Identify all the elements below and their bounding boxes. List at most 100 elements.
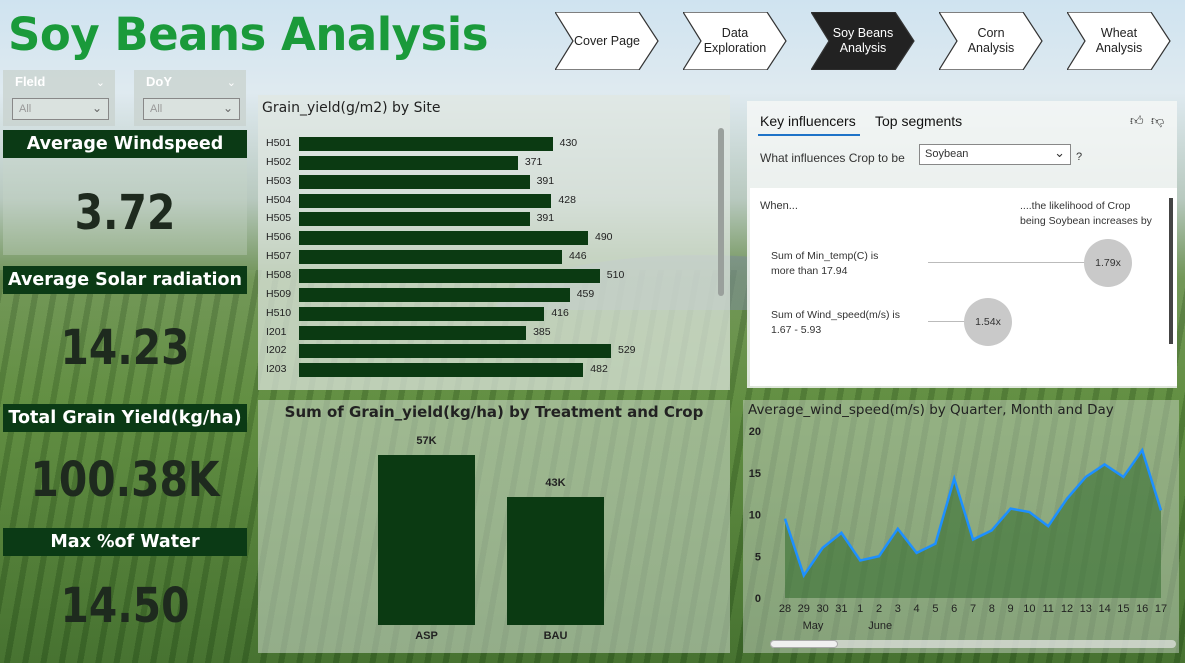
- site-bar[interactable]: [299, 325, 527, 340]
- site-tick-label: I203: [266, 363, 287, 376]
- chevron-down-icon[interactable]: ⌄: [95, 76, 105, 89]
- field-slicer-value: All: [19, 103, 32, 115]
- doy-slicer[interactable]: DoY ⌄ All ⌄: [134, 70, 246, 126]
- site-bar-row[interactable]: I202 529: [266, 344, 686, 359]
- influencer-factor-bubble[interactable]: 1.79x: [1084, 239, 1132, 287]
- nav-label: Soy Beans Analysis: [832, 26, 894, 55]
- nav-wheat-analysis[interactable]: Wheat Analysis: [1067, 12, 1171, 70]
- site-tick-label: H505: [266, 212, 292, 225]
- treatment-tick-label: BAU: [543, 630, 568, 642]
- site-bar[interactable]: [299, 231, 588, 246]
- site-bar-row[interactable]: H504 428: [266, 193, 686, 208]
- kpi-water-label: Max %of Water: [3, 528, 247, 556]
- site-bar-row[interactable]: H507 446: [266, 250, 686, 265]
- site-tick-label: H506: [266, 231, 292, 244]
- nav-cover-page[interactable]: Cover Page: [555, 12, 659, 70]
- field-slicer[interactable]: Fleld ⌄ All ⌄: [3, 70, 115, 126]
- influencer-factor-bubble[interactable]: 1.54x: [964, 298, 1012, 346]
- site-bar[interactable]: [299, 174, 530, 189]
- site-bar[interactable]: [299, 363, 584, 378]
- doy-slicer-dropdown[interactable]: All ⌄: [143, 98, 240, 120]
- kpi-grain-label: Total Grain Yield(kg/ha): [3, 404, 247, 432]
- site-bar[interactable]: [299, 212, 530, 227]
- active-tab-underline: [758, 134, 860, 136]
- site-bar[interactable]: [299, 268, 600, 283]
- site-tick-label: I201: [266, 325, 287, 338]
- doy-slicer-label: DoY: [146, 74, 172, 89]
- page-title: Soy Beans Analysis: [8, 8, 488, 61]
- nav-label: Wheat Analysis: [1095, 26, 1143, 55]
- influencer-connector: [928, 321, 966, 322]
- likelihood-label: ....the likelihood of Crop: [1020, 200, 1131, 212]
- site-bar-value-label: 529: [618, 344, 636, 357]
- likelihood-label: being Soybean increases by: [1020, 215, 1152, 227]
- site-bar-value-label: 428: [558, 193, 576, 206]
- site-bar-value-label: 391: [536, 212, 555, 225]
- kpi-solar-value: 14.23: [60, 320, 190, 376]
- nav-soy-beans-analysis[interactable]: Soy Beans Analysis: [811, 12, 915, 70]
- site-chart-scrollbar[interactable]: [718, 128, 724, 296]
- site-bar-value-label: 490: [594, 231, 613, 244]
- site-tick-label: H503: [266, 174, 292, 187]
- site-bar-row[interactable]: H503 391: [266, 174, 686, 189]
- site-bar-row[interactable]: I203 482: [266, 363, 686, 378]
- question-mark: ?: [1076, 151, 1083, 163]
- nav-data-exploration[interactable]: Data Exploration: [683, 12, 787, 70]
- site-bar-row[interactable]: I201 385: [266, 325, 686, 340]
- wind-chart-panel[interactable]: [743, 400, 1179, 653]
- kpi-grain-value: 100.38K: [30, 452, 220, 508]
- site-tick-label: H509: [266, 287, 292, 300]
- site-bar[interactable]: [299, 155, 518, 170]
- site-bar-value-label: 391: [536, 174, 555, 187]
- treatment-bar[interactable]: [507, 496, 604, 625]
- influencer-list: [750, 188, 1177, 386]
- site-tick-label: H510: [266, 306, 292, 319]
- site-bar[interactable]: [299, 344, 611, 359]
- chevron-down-icon[interactable]: ⌄: [226, 76, 236, 89]
- chevron-down-icon: ⌄: [1054, 145, 1065, 160]
- site-bar-row[interactable]: H501 430: [266, 137, 686, 151]
- nav-corn-analysis[interactable]: Corn Analysis: [939, 12, 1043, 70]
- site-bar[interactable]: [299, 306, 545, 321]
- site-bar-row[interactable]: H508 510: [266, 268, 686, 283]
- kpi-windspeed-value: 3.72: [74, 185, 176, 241]
- site-bar-row[interactable]: H506 490: [266, 231, 686, 246]
- site-bar[interactable]: [299, 287, 570, 302]
- treatment-bar-value-label: 43K: [545, 476, 566, 489]
- thumbs-down-icon[interactable]: 👎︎: [1151, 113, 1165, 128]
- site-bar-row[interactable]: H509 459: [266, 287, 686, 302]
- site-tick-label: H504: [266, 193, 292, 206]
- thumbs-up-icon[interactable]: 👍︎: [1130, 113, 1144, 128]
- site-bar-row[interactable]: H510 416: [266, 306, 686, 321]
- site-bar[interactable]: [299, 250, 563, 265]
- site-bar-value-label: 385: [533, 325, 551, 338]
- influencer-item-text[interactable]: Sum of Wind_speed(m/s) is: [771, 309, 900, 321]
- site-bar[interactable]: [299, 193, 552, 208]
- tab-key-influencers[interactable]: Key influencers: [760, 113, 856, 129]
- influencer-item-text[interactable]: 1.67 - 5.93: [771, 324, 822, 336]
- influencer-item-text[interactable]: Sum of Min_temp(C) is: [771, 250, 879, 262]
- nav-label: Corn Analysis: [967, 26, 1015, 55]
- wind-chart-scrollbar-thumb[interactable]: [770, 640, 838, 648]
- site-bar[interactable]: [299, 137, 553, 151]
- site-bar-value-label: 446: [569, 250, 587, 263]
- crop-value-selected: Soybean: [925, 148, 969, 160]
- site-tick-label: H502: [266, 155, 292, 168]
- site-bar-row[interactable]: H502 371: [266, 155, 686, 170]
- wind-chart-scrollbar-track[interactable]: [770, 640, 1176, 648]
- field-slicer-dropdown[interactable]: All ⌄: [12, 98, 109, 120]
- treatment-bar-value-label: 57K: [416, 435, 437, 447]
- crop-value-dropdown[interactable]: Soybean ⌄: [919, 144, 1071, 165]
- influencer-item-text[interactable]: more than 17.94: [771, 265, 848, 277]
- treatment-chart-panel[interactable]: [258, 400, 730, 653]
- kpi-solar-label: Average Solar radiation: [3, 266, 247, 294]
- wind-chart-title: Average_wind_speed(m/s) by Quarter, Mont…: [748, 402, 1114, 418]
- tab-top-segments[interactable]: Top segments: [875, 113, 963, 129]
- influencer-scrollbar[interactable]: [1169, 198, 1173, 344]
- kpi-water-value: 14.50: [60, 578, 190, 634]
- site-bar-row[interactable]: H505 391: [266, 212, 686, 227]
- site-tick-label: H507: [266, 250, 292, 263]
- treatment-bar[interactable]: [378, 455, 475, 625]
- influencer-question: What influences Crop to be: [760, 151, 905, 165]
- site-tick-label: I202: [266, 344, 287, 357]
